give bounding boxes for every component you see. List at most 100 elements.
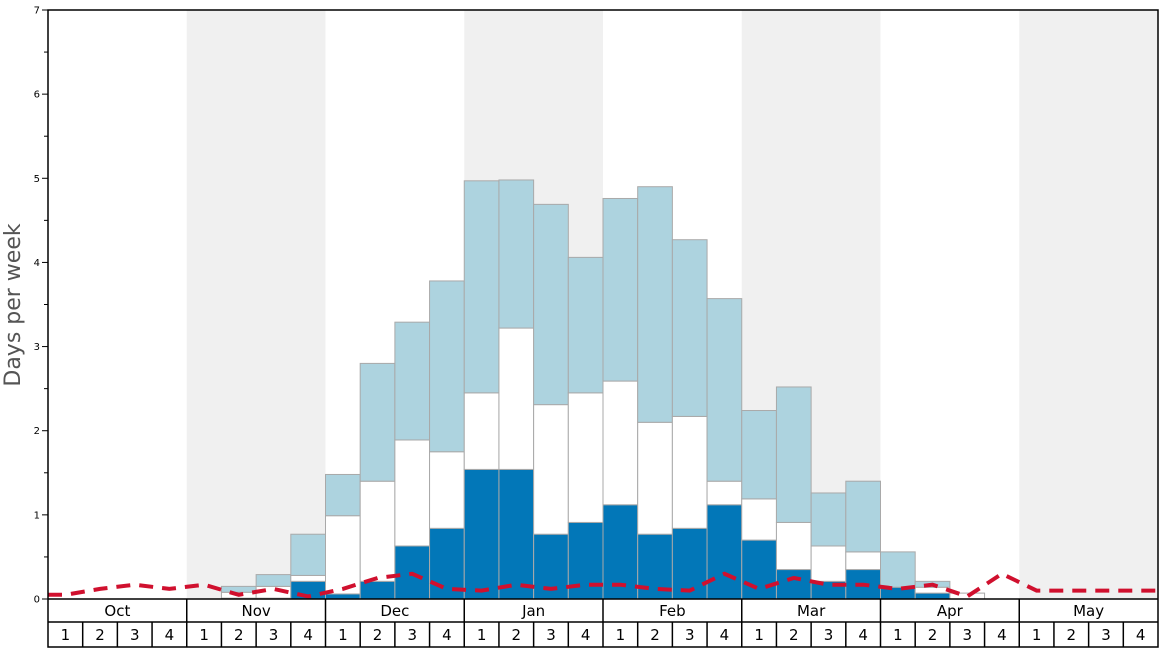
bar-segment-0-19: [706, 504, 743, 600]
week-label: 4: [997, 626, 1007, 644]
bar-segment-2-22: [810, 492, 847, 547]
bar-segment-1-8: [325, 515, 361, 595]
week-label: 4: [1136, 626, 1146, 644]
line-series-path: [48, 571, 1158, 599]
bar-segment-0-13: [498, 468, 535, 600]
bar-segment-1-15: [567, 392, 604, 523]
week-label: 1: [754, 626, 764, 644]
week-label: 3: [269, 626, 279, 644]
week-label: 2: [512, 626, 522, 644]
bar-segment-2-14: [533, 203, 569, 406]
week-label: 2: [650, 626, 660, 644]
week-label: 2: [1067, 626, 1077, 644]
week-label: 2: [234, 626, 244, 644]
bar-segment-2-20: [741, 410, 777, 500]
month-label-apr: Apr: [937, 602, 964, 620]
week-label: 4: [858, 626, 868, 644]
month-label-oct: Oct: [104, 602, 130, 620]
month-label-may: May: [1073, 602, 1104, 620]
y-axis: 0 1 2 3 4 5 6 7: [34, 6, 48, 606]
week-label: 1: [477, 626, 487, 644]
bar-segment-0-21: [775, 569, 812, 600]
week-label: 3: [407, 626, 417, 644]
week-label: 3: [962, 626, 972, 644]
month-label-dec: Dec: [380, 602, 409, 620]
bar-segment-1-14: [533, 404, 569, 535]
bar-segment-2-10: [394, 321, 431, 441]
bar-segment-2-8: [325, 473, 361, 517]
week-label: 1: [61, 626, 71, 644]
bar-segment-1-16: [602, 380, 639, 506]
bar-segment-1-7: [290, 574, 326, 582]
y-tick-label: 1: [34, 510, 40, 521]
bar-segment-0-9: [359, 580, 396, 600]
bar-segment-0-12: [463, 468, 500, 600]
bar-segment-2-5: [220, 585, 257, 593]
week-label: 4: [720, 626, 730, 644]
y-tick-label: 5: [34, 174, 40, 185]
bar-segment-2-6: [255, 574, 292, 587]
week-label: 1: [616, 626, 626, 644]
bar-segment-2-18: [671, 239, 708, 417]
week-label: 4: [303, 626, 313, 644]
bar-segment-1-20: [741, 498, 777, 541]
bar-segment-1-22: [810, 545, 847, 582]
bar-segment-0-20: [741, 539, 777, 600]
y-tick-label: 7: [34, 6, 40, 17]
bar-segment-2-7: [290, 533, 326, 576]
y-tick-label: 2: [34, 426, 40, 437]
bar-segment-1-18: [671, 415, 708, 529]
month-band-nov: [186, 10, 326, 599]
bar-segment-1-10: [394, 439, 431, 547]
stacked-bars: [220, 179, 986, 600]
bar-segment-1-23: [845, 551, 881, 571]
week-label: 2: [928, 626, 938, 644]
bar-segment-0-25: [914, 592, 951, 600]
week-label: 3: [685, 626, 695, 644]
y-tick-label: 6: [34, 90, 40, 101]
y-tick-label: 4: [34, 258, 40, 269]
week-label: 3: [546, 626, 556, 644]
week-label: 2: [373, 626, 383, 644]
line-series: [48, 571, 1158, 599]
bar-segment-1-21: [775, 521, 812, 571]
bar-segment-1-12: [463, 392, 500, 470]
bar-segment-1-19: [706, 480, 743, 506]
week-label: 3: [130, 626, 140, 644]
bar-segment-1-13: [498, 327, 535, 470]
week-label: 2: [95, 626, 105, 644]
bar-segment-2-17: [637, 186, 673, 423]
week-label: 1: [893, 626, 903, 644]
week-label: 1: [1032, 626, 1042, 644]
week-label: 4: [442, 626, 452, 644]
y-tick-label: 0: [34, 595, 40, 606]
bar-segment-1-11: [429, 451, 465, 529]
month-label-mar: Mar: [797, 602, 826, 620]
week-label: 4: [165, 626, 175, 644]
bar-segment-0-8: [325, 593, 361, 600]
bar-segment-2-23: [845, 480, 881, 553]
x-axis: Oct 1 2 3 4 Nov 1 2 3 4 Dec 1 2 3 4 Jan 1 2 3 4 Feb 1 2 3 4 Mar 1 2…: [61, 599, 1146, 647]
bar-segment-2-15: [567, 256, 604, 394]
week-label: 2: [789, 626, 799, 644]
bar-segment-2-12: [463, 180, 500, 394]
bar-segment-2-9: [359, 362, 396, 482]
bar-segment-1-17: [637, 421, 673, 535]
week-label: 4: [581, 626, 591, 644]
y-axis-label: Days per week: [1, 223, 26, 386]
y-tick-label: 3: [34, 342, 40, 353]
bar-segment-2-24: [880, 551, 916, 588]
bar-segment-1-9: [359, 480, 396, 582]
week-label: 1: [338, 626, 348, 644]
bar-segment-2-11: [429, 280, 465, 453]
bar-segment-1-25: [914, 586, 951, 594]
week-label: 1: [199, 626, 209, 644]
bar-segment-2-21: [775, 386, 812, 523]
month-label-nov: Nov: [241, 602, 270, 620]
month-label-jan: Jan: [521, 602, 545, 620]
bar-segment-2-19: [706, 298, 743, 482]
bar-segment-2-16: [602, 197, 639, 382]
month-band-may: [1019, 10, 1158, 599]
